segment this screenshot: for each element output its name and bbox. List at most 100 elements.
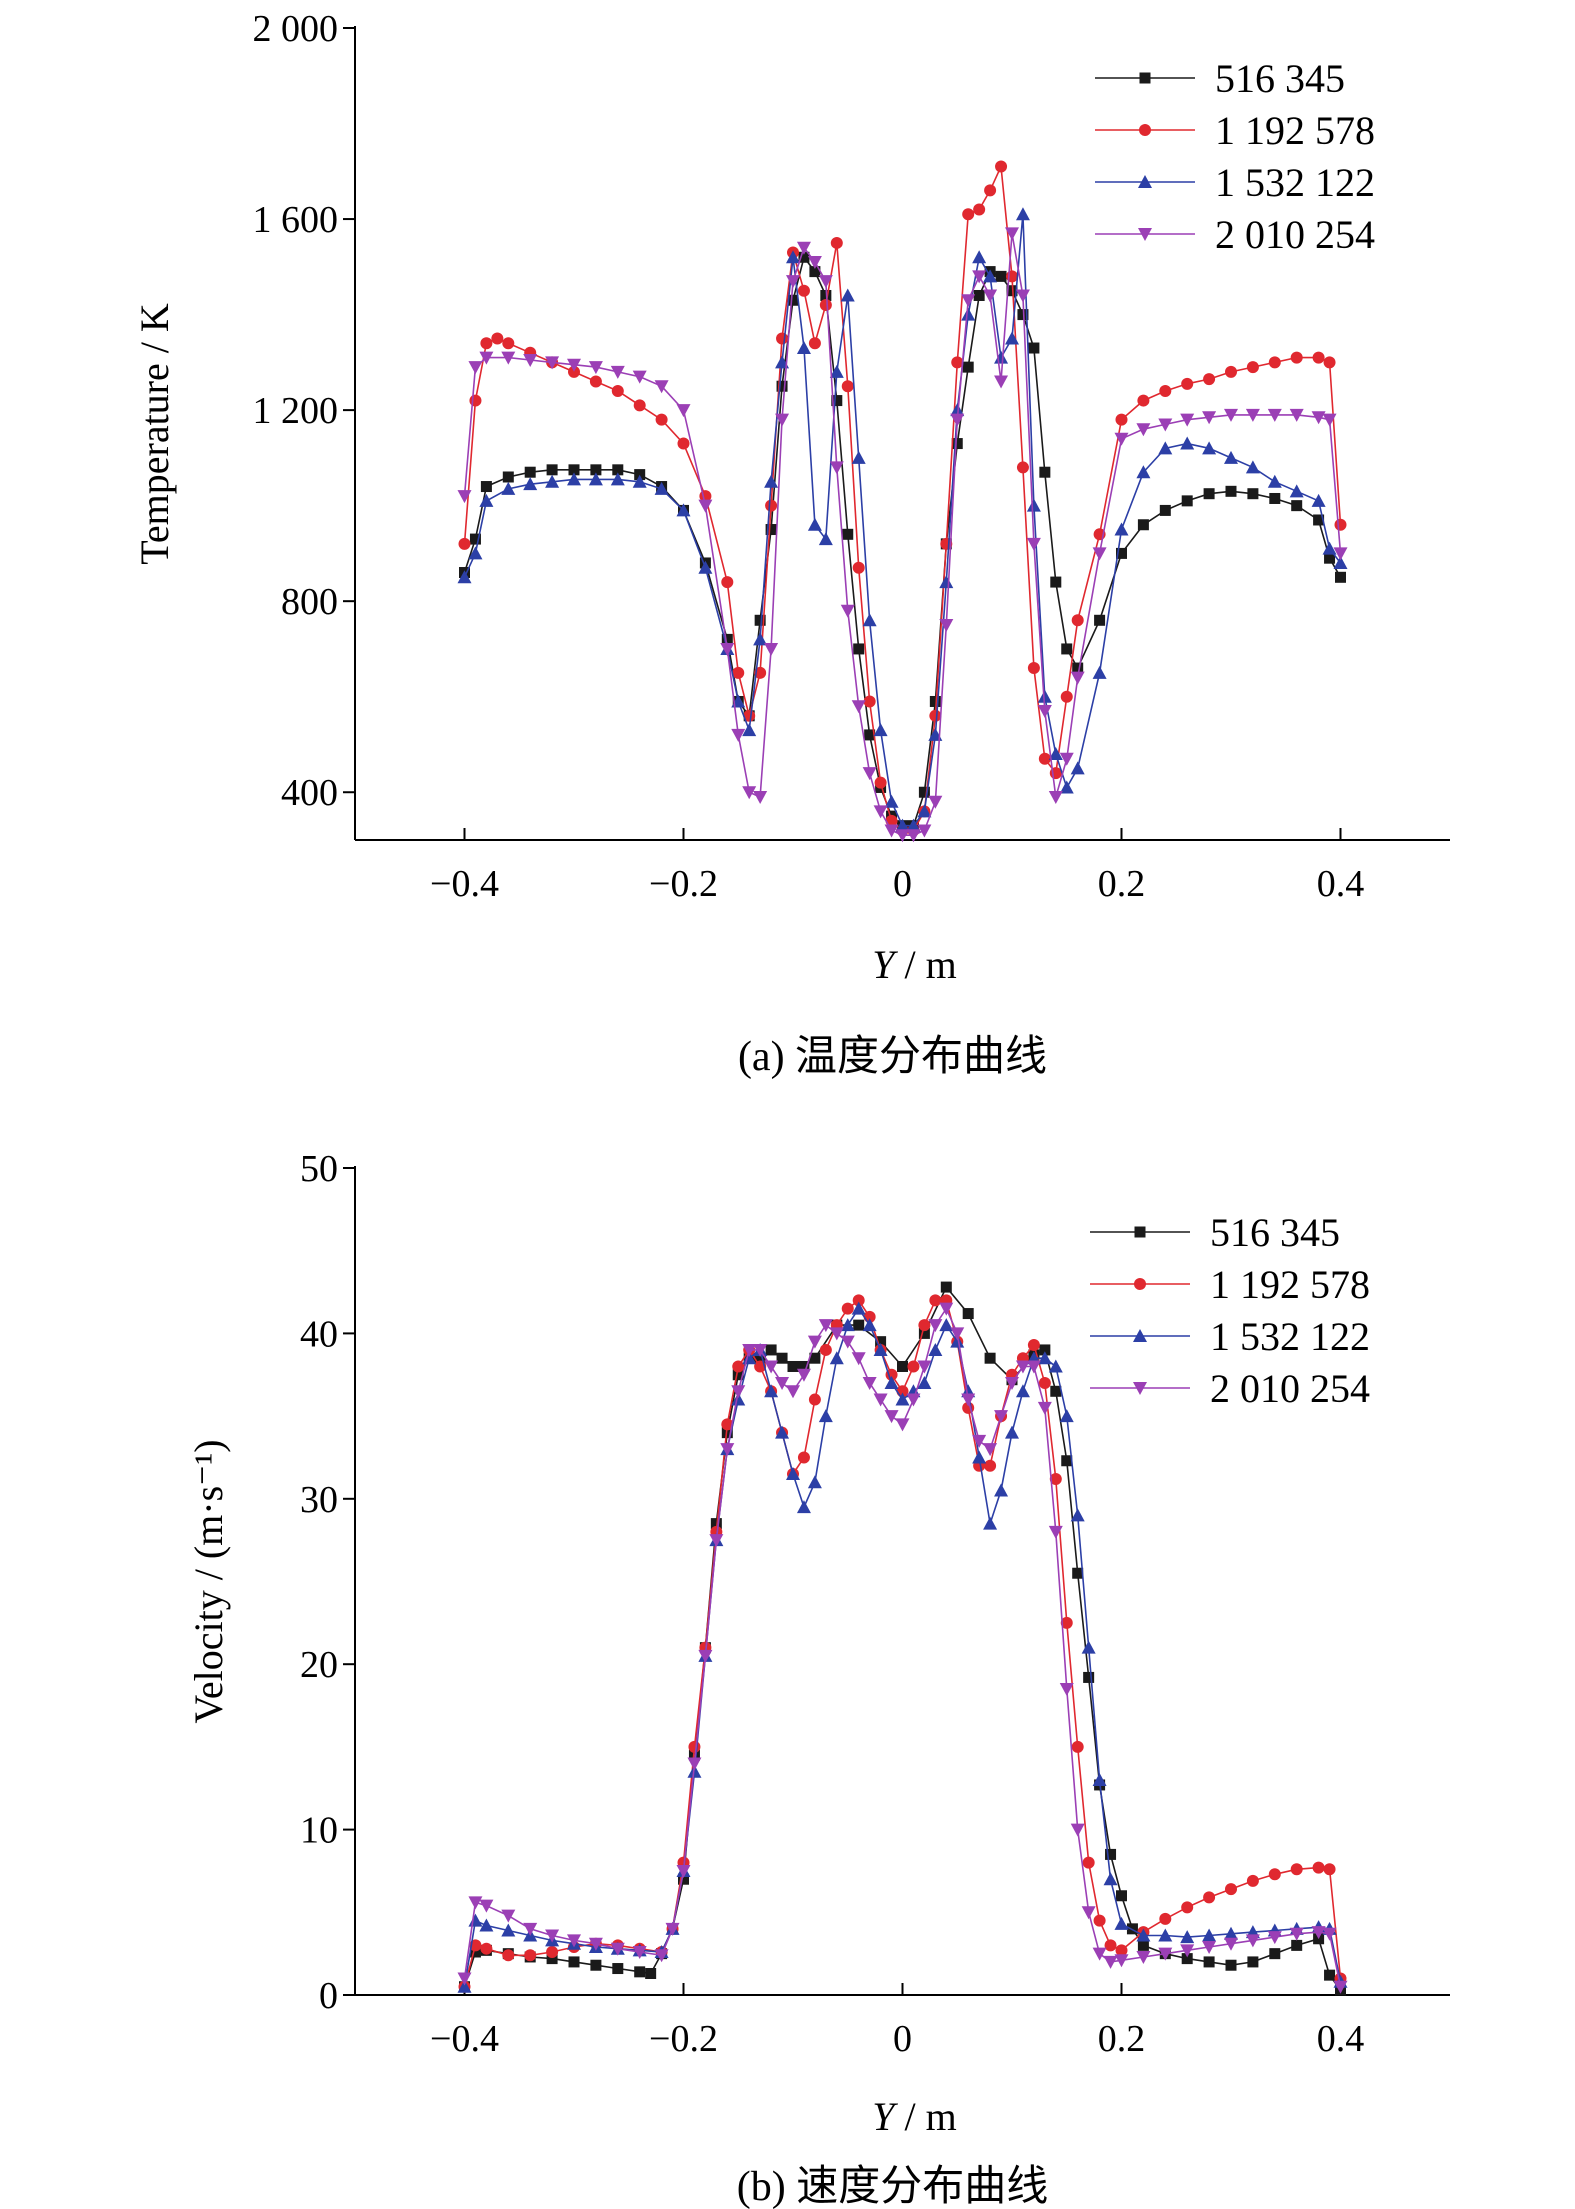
y-tick-label: 30 xyxy=(300,1479,338,1521)
data-point xyxy=(479,351,494,365)
data-point xyxy=(1037,705,1052,719)
x-tick-label: 0 xyxy=(893,2018,912,2060)
data-point xyxy=(1289,484,1304,498)
data-point xyxy=(1027,1338,1040,1351)
data-point xyxy=(1114,1916,1129,1930)
data-point xyxy=(468,546,483,560)
data-point xyxy=(776,1352,788,1364)
data-point xyxy=(654,481,669,495)
data-point xyxy=(698,560,713,574)
data-point xyxy=(786,250,800,264)
data-point xyxy=(1267,474,1282,488)
data-point xyxy=(775,1425,790,1439)
data-point xyxy=(1049,1472,1062,1485)
data-point xyxy=(973,289,985,301)
data-point xyxy=(1072,1567,1084,1579)
data-point xyxy=(818,275,833,289)
data-point xyxy=(502,1949,515,1962)
data-point xyxy=(545,356,560,370)
data-point xyxy=(1224,1926,1238,1940)
data-point xyxy=(1092,1947,1107,1961)
data-point xyxy=(983,289,998,303)
data-point xyxy=(1225,1959,1237,1971)
data-point xyxy=(829,364,844,378)
data-point xyxy=(457,490,472,504)
data-point xyxy=(732,1360,745,1373)
data-point xyxy=(1246,1874,1259,1887)
data-point xyxy=(1313,514,1325,526)
data-point xyxy=(972,250,987,264)
data-point xyxy=(864,729,876,741)
data-point xyxy=(634,469,646,481)
data-point xyxy=(1322,541,1337,555)
data-point xyxy=(1180,413,1195,427)
data-point xyxy=(808,337,821,350)
data-point xyxy=(829,1351,844,1365)
data-point xyxy=(753,632,768,646)
data-point xyxy=(1136,465,1151,479)
data-point xyxy=(655,413,668,426)
data-point xyxy=(611,385,624,398)
data-point xyxy=(765,1344,777,1356)
data-point xyxy=(984,1352,996,1364)
data-point xyxy=(1158,1928,1173,1942)
data-point xyxy=(1136,1928,1151,1942)
data-point xyxy=(994,1410,1009,1424)
data-point xyxy=(962,1308,974,1320)
data-point xyxy=(796,341,811,355)
data-point xyxy=(721,576,734,589)
data-point xyxy=(1180,1930,1195,1944)
data-point xyxy=(929,695,941,707)
data-point xyxy=(1137,519,1149,531)
data-point xyxy=(469,1946,481,1958)
data-point xyxy=(807,1475,822,1489)
data-point xyxy=(1092,547,1107,561)
series-3 xyxy=(457,207,1348,832)
data-point xyxy=(807,256,822,270)
data-point xyxy=(862,613,877,627)
data-point xyxy=(1267,408,1282,422)
data-point xyxy=(961,294,976,308)
legend-marker xyxy=(1133,1329,1147,1342)
series-line xyxy=(463,255,1342,827)
data-point xyxy=(1015,289,1030,303)
data-point xyxy=(731,1392,746,1406)
data-point xyxy=(829,1327,844,1341)
data-point xyxy=(928,795,943,809)
data-point xyxy=(917,804,932,818)
data-point xyxy=(754,614,766,626)
data-point xyxy=(972,270,987,284)
data-point xyxy=(1289,408,1304,422)
data-point xyxy=(917,1376,932,1390)
data-point xyxy=(851,1301,866,1315)
data-point xyxy=(709,1534,724,1548)
data-point xyxy=(524,466,536,478)
data-point xyxy=(918,1319,931,1332)
data-point xyxy=(995,270,1007,282)
data-point xyxy=(841,380,854,393)
data-point xyxy=(841,1302,854,1315)
data-point xyxy=(851,1352,866,1366)
legend: 516 345 1 192 578 1 532 122 2 010 254 xyxy=(1095,56,1375,257)
data-point xyxy=(676,404,691,418)
data-point xyxy=(1114,432,1129,446)
data-point xyxy=(731,728,746,742)
data-point xyxy=(1224,1937,1238,1951)
data-point xyxy=(1203,373,1216,386)
data-point xyxy=(776,380,788,392)
data-point xyxy=(1335,571,1346,583)
data-point xyxy=(1059,780,1074,794)
data-point xyxy=(1159,1912,1172,1925)
data-point xyxy=(469,533,481,545)
data-point xyxy=(874,776,887,789)
data-point xyxy=(1061,643,1073,655)
data-point xyxy=(720,642,735,656)
data-point xyxy=(764,1384,779,1398)
data-point xyxy=(950,1334,965,1348)
data-point xyxy=(775,413,790,427)
data-point xyxy=(862,1377,877,1391)
legend-label: 1 532 122 xyxy=(1215,160,1375,205)
data-point xyxy=(1092,1772,1107,1786)
data-point xyxy=(1224,408,1238,422)
data-point xyxy=(1322,1927,1337,1941)
